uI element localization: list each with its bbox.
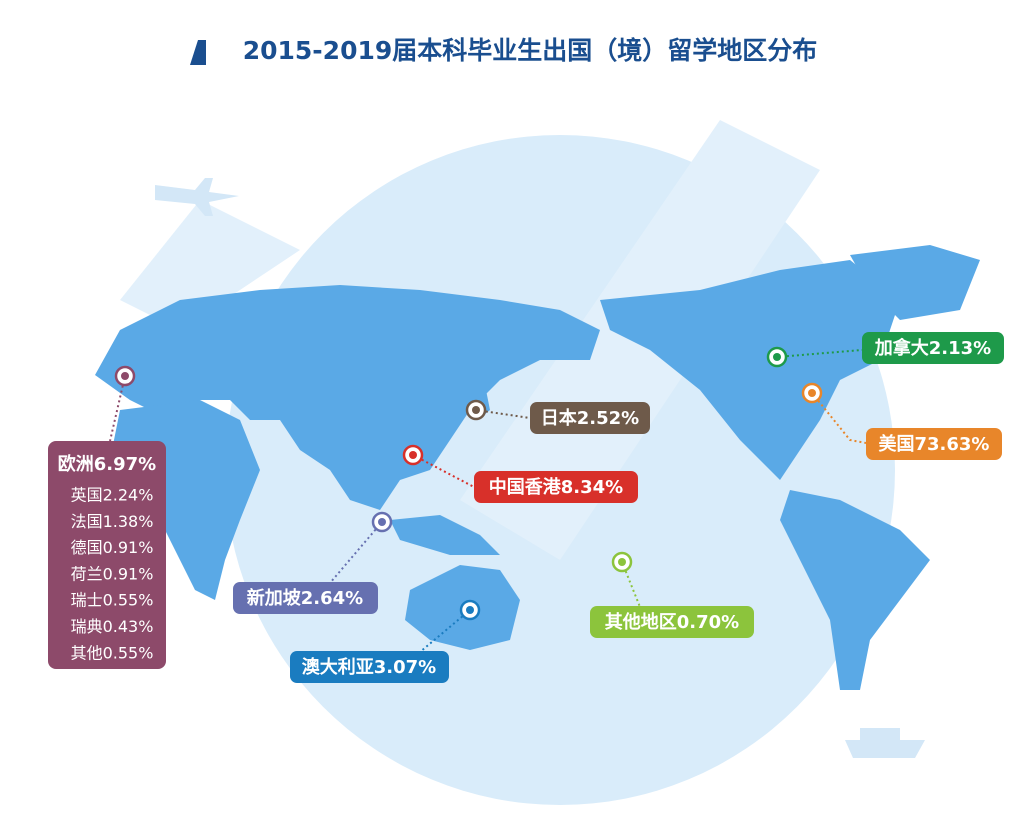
region-label: 中国香港8.34% bbox=[489, 476, 623, 498]
connector bbox=[475, 409, 531, 419]
ship-icon bbox=[845, 728, 925, 758]
greenland bbox=[850, 245, 980, 320]
title: 2015-2019届本科毕业生出国（境）留学地区分布 bbox=[243, 36, 818, 65]
marker-dot bbox=[773, 353, 781, 361]
label-box bbox=[590, 606, 754, 638]
connector bbox=[109, 375, 126, 442]
markers bbox=[114, 346, 823, 621]
marker-dot bbox=[472, 406, 480, 414]
connector bbox=[621, 561, 641, 608]
europe-items: 英国2.24% 法国1.38% 德国0.91% 荷兰0.91% 瑞士0.55% 瑞典0.4… bbox=[71, 486, 154, 663]
connector bbox=[776, 349, 863, 358]
region-label: 澳大利亚3.07% bbox=[302, 656, 436, 678]
indonesia bbox=[390, 515, 500, 555]
north-america bbox=[600, 260, 900, 480]
region-label: 日本2.52% bbox=[541, 407, 639, 429]
europe-box bbox=[48, 441, 166, 669]
connector bbox=[412, 454, 475, 488]
region-label: 加拿大2.13% bbox=[874, 337, 991, 359]
label-box bbox=[862, 332, 1004, 364]
label-box bbox=[866, 428, 1002, 460]
background-shape bbox=[120, 200, 300, 330]
europe-item: 法国1.38% bbox=[71, 512, 154, 531]
marker-dot bbox=[378, 518, 386, 526]
europe-item: 瑞典0.43% bbox=[71, 617, 154, 636]
region-label: 新加坡2.64% bbox=[247, 587, 363, 609]
europe-item: 荷兰0.91% bbox=[71, 564, 154, 583]
connectors bbox=[109, 349, 867, 653]
connector bbox=[329, 521, 383, 584]
south-america bbox=[780, 490, 930, 690]
marker-dot bbox=[409, 451, 417, 459]
label-box bbox=[530, 402, 650, 434]
europe-item: 其他0.55% bbox=[71, 643, 154, 662]
connector bbox=[419, 609, 471, 653]
europe-item: 瑞士0.55% bbox=[71, 591, 154, 610]
label-box bbox=[290, 651, 449, 683]
label-box bbox=[233, 582, 378, 614]
region-label: 美国73.63% bbox=[879, 433, 990, 455]
eurasia bbox=[95, 285, 600, 510]
marker-dot bbox=[618, 558, 626, 566]
title-icon bbox=[190, 40, 206, 65]
marker-dot bbox=[808, 389, 816, 397]
marker-dot bbox=[466, 606, 474, 614]
plane-icon bbox=[155, 178, 239, 216]
connector bbox=[811, 392, 867, 444]
europe-item: 英国2.24% bbox=[71, 486, 154, 505]
europe-label: 欧洲6.97% bbox=[58, 453, 156, 475]
region-label: 其他地区0.70% bbox=[605, 611, 739, 633]
label-box bbox=[474, 471, 638, 503]
europe-item: 德国0.91% bbox=[71, 538, 154, 557]
marker-dot bbox=[121, 372, 129, 380]
